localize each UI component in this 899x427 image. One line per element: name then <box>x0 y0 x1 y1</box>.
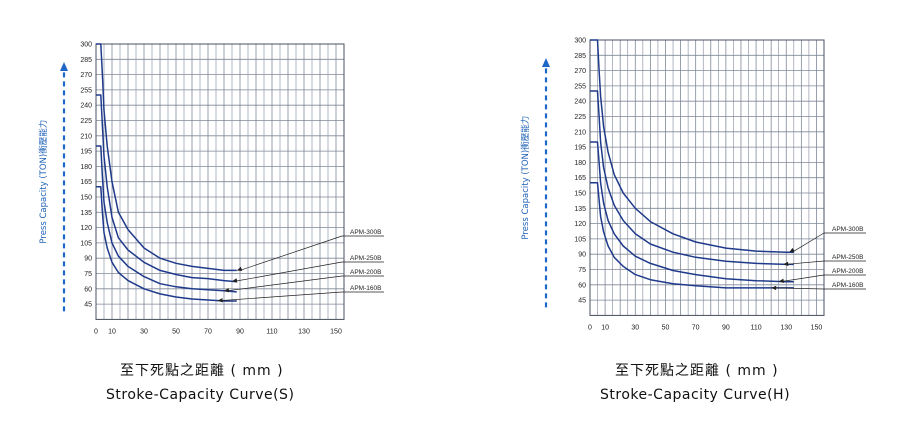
y-tick-label: 285 <box>574 53 586 60</box>
y-tick-label: 135 <box>80 210 92 217</box>
x-tick-label: 0 <box>588 324 592 331</box>
y-tick-label: 255 <box>80 87 92 94</box>
x-tick-label: 70 <box>692 324 700 331</box>
leader-line <box>792 232 825 253</box>
y-tick-label: 135 <box>574 206 586 213</box>
leader-line <box>220 291 343 301</box>
y-tick-label: 45 <box>578 298 586 305</box>
x-tick-label: 50 <box>172 328 180 335</box>
y-tick-label: 165 <box>80 179 92 186</box>
series-line-apm-160b <box>590 182 794 289</box>
y-tick-label: 240 <box>574 99 586 106</box>
series-label: APM-250B <box>832 254 863 261</box>
chart-h-subtitle: 至下死點之距離 ( mm ) <box>615 363 779 379</box>
y-tick-label: 105 <box>80 240 92 247</box>
y-tick-label: 225 <box>574 114 586 121</box>
y-tick-label: 210 <box>80 133 92 140</box>
y-tick-label: 300 <box>574 38 586 45</box>
chart-s-title: Stroke-Capacity Curve(S) <box>106 387 295 403</box>
x-tick-label: 90 <box>236 328 244 335</box>
y-tick-label: 105 <box>574 236 586 243</box>
y-tick-label: 165 <box>574 175 586 182</box>
y-tick-label: 180 <box>80 164 92 171</box>
series-label: APM-300B <box>832 226 863 233</box>
leader-line <box>781 274 825 282</box>
x-tick-label: 110 <box>750 324 761 331</box>
leader-line <box>786 260 825 265</box>
x-tick-label: 50 <box>662 324 670 331</box>
x-tick-label: 130 <box>780 324 792 331</box>
series-line-apm-250b <box>96 94 237 283</box>
leader-arrowhead <box>778 278 784 283</box>
y-tick-label: 90 <box>578 252 586 259</box>
y-tick-label: 225 <box>80 118 92 125</box>
series-line-apm-160b <box>96 186 237 302</box>
x-tick-label: 130 <box>298 328 310 335</box>
leader-arrowhead <box>232 278 238 283</box>
series-line-apm-300b <box>96 43 237 272</box>
series-line-apm-300b <box>590 39 794 253</box>
series-label: APM-160B <box>350 285 381 292</box>
y-tick-label: 300 <box>80 42 92 49</box>
leader-arrowhead <box>224 288 230 293</box>
leader-line <box>226 275 343 292</box>
series-label: APM-200B <box>350 269 381 276</box>
leader-arrowhead <box>217 298 223 303</box>
chart-s-subtitle: 至下死點之距離 ( mm ) <box>120 363 284 379</box>
y-tick-label: 120 <box>574 221 586 228</box>
x-tick-label: 30 <box>631 324 639 331</box>
leader-line <box>234 261 343 282</box>
leader-arrowhead <box>789 247 795 253</box>
y-tick-label: 75 <box>84 271 92 278</box>
y-axis-label: Press Capacity (TON)衝壓能力 <box>38 120 49 244</box>
x-tick-label: 0 <box>94 328 98 335</box>
y-tick-label: 45 <box>84 302 92 309</box>
y-tick-label: 210 <box>574 129 586 136</box>
y-tick-label: 255 <box>574 83 586 90</box>
leader-arrowhead <box>236 266 243 271</box>
leader-arrowhead <box>783 261 789 267</box>
x-tick-label: 70 <box>204 328 212 335</box>
y-tick-label: 195 <box>574 145 586 152</box>
axis-arrow-head <box>542 58 550 67</box>
x-tick-label: 150 <box>330 328 342 335</box>
leader-line <box>239 235 343 271</box>
y-tick-label: 240 <box>80 103 92 110</box>
x-tick-label: 10 <box>601 324 609 331</box>
series-label: APM-160B <box>832 282 863 289</box>
plot-frame <box>95 43 345 320</box>
y-axis-label: Press Capacity (TON)衝壓能力 <box>520 116 531 240</box>
leader-line <box>774 287 825 290</box>
x-tick-label: 90 <box>722 324 730 331</box>
y-tick-label: 285 <box>80 57 92 64</box>
y-tick-label: 150 <box>574 191 586 198</box>
series-line-apm-200b <box>96 145 237 293</box>
y-tick-label: 90 <box>84 256 92 263</box>
y-tick-label: 180 <box>574 160 586 167</box>
axis-arrow-head <box>60 62 68 71</box>
series-line-apm-250b <box>590 90 794 266</box>
series-line-apm-200b <box>590 141 794 283</box>
y-tick-label: 75 <box>578 267 586 274</box>
y-tick-label: 270 <box>80 72 92 79</box>
y-tick-label: 60 <box>578 282 586 289</box>
series-label: APM-300B <box>350 229 381 236</box>
leader-arrowhead <box>771 285 777 291</box>
y-tick-label: 150 <box>80 195 92 202</box>
series-label: APM-250B <box>350 255 381 262</box>
y-tick-label: 120 <box>80 225 92 232</box>
y-tick-label: 60 <box>84 286 92 293</box>
y-tick-label: 270 <box>574 68 586 75</box>
plot-frame <box>589 39 825 316</box>
series-label: APM-200B <box>832 268 863 275</box>
x-tick-label: 110 <box>266 328 277 335</box>
y-tick-label: 195 <box>80 149 92 156</box>
x-tick-label: 150 <box>811 324 823 331</box>
x-tick-label: 10 <box>108 328 116 335</box>
chart-h-title: Stroke-Capacity Curve(H) <box>600 387 791 403</box>
x-tick-label: 30 <box>140 328 148 335</box>
